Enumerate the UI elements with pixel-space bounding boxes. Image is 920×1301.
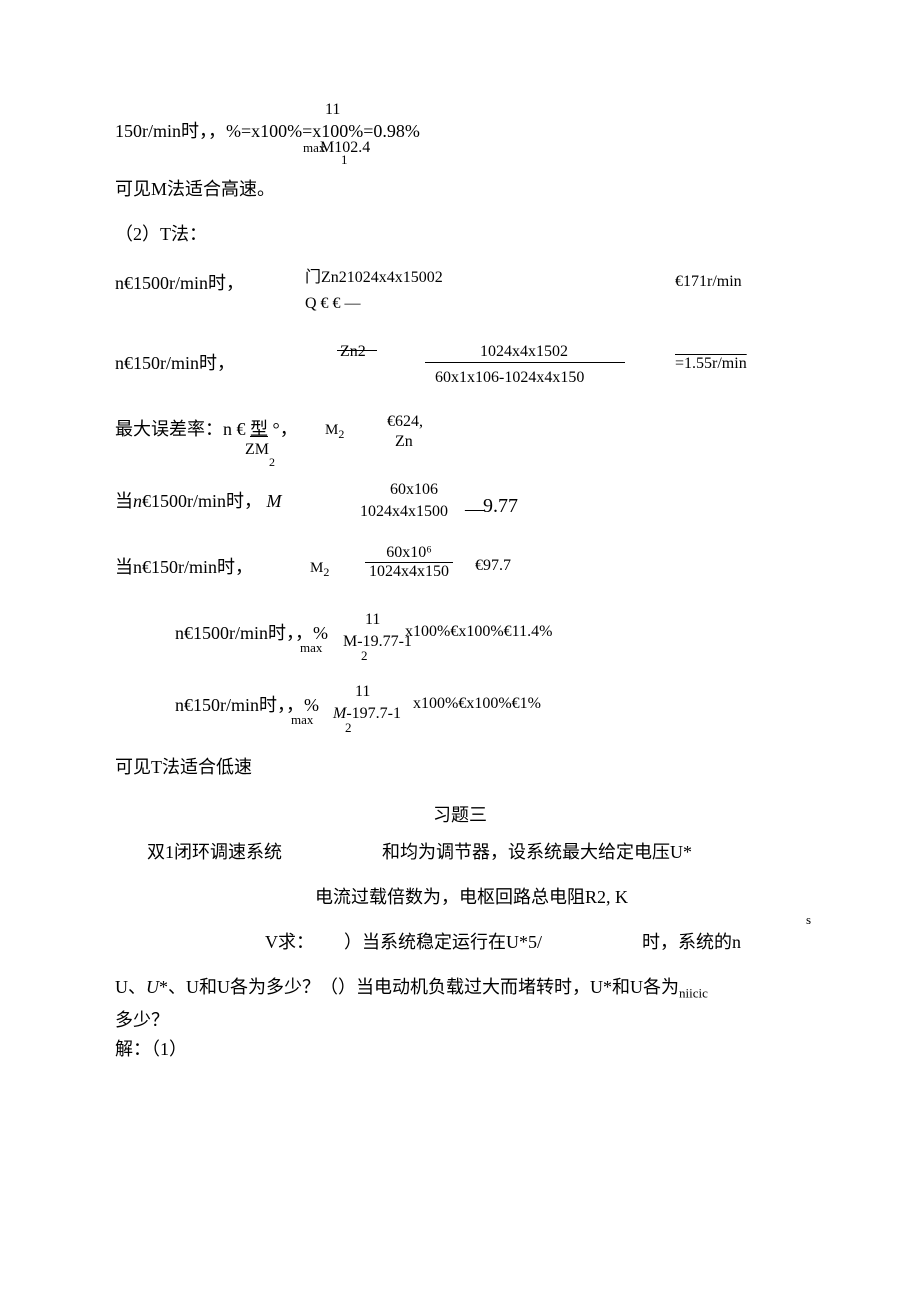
label-n1500: n€1500r/min时， — [115, 270, 244, 297]
label-zn: Zn — [395, 430, 413, 454]
num-1024x4x150: 1024x4x1502 — [480, 340, 568, 364]
text-m-conclusion: 可见M法适合高速。 — [115, 176, 805, 203]
den-1977: -197.7-1 — [346, 705, 401, 722]
label-max-error: 最大误差率：n € — [115, 419, 246, 439]
sub-niicic: niicic — [679, 986, 708, 1001]
label-n150: n€150r/min时， — [115, 350, 235, 377]
result-155: =1.55r/min — [675, 352, 747, 376]
when-150: 当n€150r/min时， — [115, 554, 253, 581]
den-1024x4x150: 1024x4x150 — [365, 563, 453, 581]
line-m-150: 当n€150r/min时， M2 60x10⁶ 1024x4x150 €97.7 — [115, 544, 805, 592]
sub-1: 1 — [341, 150, 348, 170]
p4-c: *、U和U各为多少？（）当电动机负载过大而堵转时，U*和U各为 — [159, 977, 679, 997]
result-1pct: x100%€x100%€1% — [413, 692, 541, 716]
n-italic-1: n — [133, 491, 142, 511]
text-t-method-heading: （2）T法： — [115, 221, 805, 248]
line-err-150: n€150r/min时，，% max 11 M-197.7-1 2 x100%€… — [115, 682, 805, 736]
when-1500: €1500r/min时， — [142, 491, 262, 511]
rule-1 — [337, 350, 377, 351]
when-1: 当 — [115, 491, 133, 511]
p1-b: 和均为调节器，设系统最大给定电压U* — [382, 842, 692, 862]
sub-2-a: 2 — [361, 646, 368, 666]
line-t-1500: n€1500r/min时， 门Zn21024x4x15002 €171r/min… — [115, 266, 805, 322]
label-xing: 型 — [250, 419, 268, 439]
result-11-4: x100%€x100%€11.4% — [405, 620, 552, 644]
label-150rmin: 150r/min时， — [115, 121, 208, 141]
sub-2-b: 2 — [345, 718, 352, 738]
num-60x10-6: 60x10⁶ — [365, 544, 453, 563]
p3-a: V求： — [265, 932, 314, 952]
para-line-1: 双1闭环调速系统 和均为调节器，设系统最大给定电压U* — [115, 839, 805, 866]
text-t-conclusion: 可见T法适合低速 — [115, 754, 805, 781]
result-977: 9.77 — [483, 491, 518, 521]
p4-u-italic: U — [146, 977, 159, 997]
sub-s: s — [806, 910, 811, 930]
p1-a: 双1闭环调速系统 — [147, 842, 282, 862]
den-t150: 60x1x106-1024x4x150 — [435, 366, 584, 390]
para-line-2: 电流过载倍数为，电枢回路总电阻R2, K s — [115, 884, 805, 911]
result-171: €171r/min — [675, 270, 742, 294]
formula-qee: Q € € — — [305, 292, 361, 316]
line-m-1500: 当n€1500r/min时， M 60x106 1024x4x1500 — 9.… — [115, 478, 805, 526]
para-line-5: 多少？ — [115, 1007, 805, 1034]
label-m2: M — [325, 422, 338, 438]
rule-2 — [425, 362, 625, 363]
dash-1: — — [465, 494, 485, 524]
num-11-3: 11 — [355, 680, 370, 704]
label-max-2: max — [300, 638, 322, 658]
num-11-2: 11 — [365, 608, 380, 632]
p3-b: ）当系统稳定运行在U*5/ — [344, 932, 542, 952]
den-1024x4x1500: 1024x4x1500 — [360, 500, 448, 524]
line-err-1500: n€1500r/min时，，% max 11 M-19.77-1 2 x100%… — [115, 610, 805, 664]
p2-text: 电流过载倍数为，电枢回路总电阻R2, K — [315, 887, 628, 907]
label-err-1500: n€1500r/min时， — [175, 623, 295, 643]
para-line-3: V求： ）当系统稳定运行在U*5/时，系统的n — [115, 929, 805, 956]
p4-a: U、 — [115, 977, 146, 997]
label-m2-2: M — [310, 560, 323, 576]
line-t-150: n€150r/min时， Zn2 1024x4x1502 60x1x106-10… — [115, 340, 805, 392]
result-97-7: €97.7 — [475, 554, 511, 578]
para-line-6: 解：（1） — [115, 1036, 805, 1063]
line-max-error: 最大误差率：n € 型 °， ZM2 M2 €624, Zn — [115, 410, 805, 460]
label-max-3: max — [291, 710, 313, 730]
num-zn2: Zn2 — [340, 340, 366, 364]
m-italic-1: M — [267, 491, 282, 511]
sub-m2-2: 2 — [323, 565, 329, 579]
line-m-error-150: 11 150r/min时，，%=x100%=x100%=0.98% max M1… — [115, 100, 805, 158]
p3-c: 时，系统的n — [642, 932, 741, 952]
den-zm: ZM — [245, 441, 269, 458]
sub-m2: 2 — [338, 427, 344, 441]
label-deg: °， — [273, 419, 298, 439]
title-exercise-3: 习题三 — [115, 801, 805, 827]
label-err-150: n€150r/min时， — [175, 695, 286, 715]
sub-zm2: 2 — [269, 455, 275, 469]
para-line-4: U、U*、U和U各为多少？（）当电动机负载过大而堵转时，U*和U各为niicic — [115, 974, 805, 1003]
formula-zn2: 门Zn21024x4x15002 — [305, 266, 443, 290]
num-60x106: 60x106 — [390, 478, 438, 502]
